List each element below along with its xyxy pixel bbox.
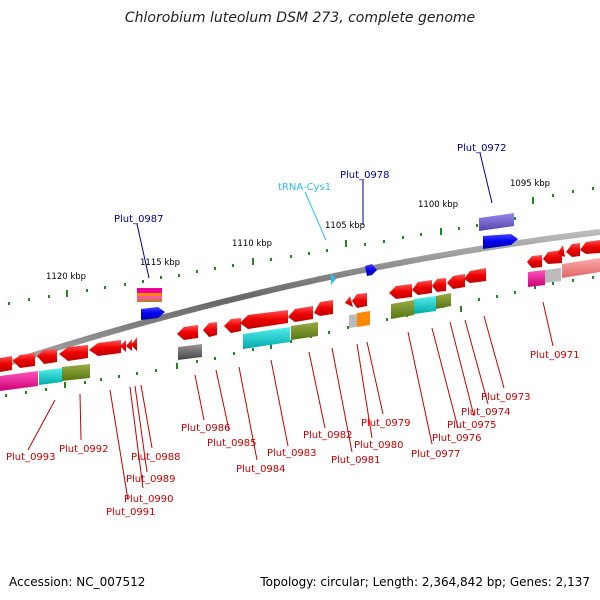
gene-plut-0978 bbox=[365, 264, 377, 276]
gene-label-plut-0984[interactable]: Plut_0984 bbox=[236, 464, 286, 475]
scale-ticks bbox=[8, 187, 594, 305]
kbp-label: 1110 kbp bbox=[232, 239, 272, 249]
genome-backbone bbox=[0, 229, 600, 369]
domain-track bbox=[0, 258, 600, 391]
gene-plut-0987 bbox=[141, 307, 165, 320]
gene-plut-0987-domain bbox=[137, 288, 162, 293]
gene-label-plut-0987[interactable]: Plut_0987 bbox=[114, 214, 164, 225]
kbp-label: 1115 kbp bbox=[140, 258, 180, 268]
gene-label-plut-0972[interactable]: Plut_0972 bbox=[457, 143, 507, 154]
gene-label-plut-0991[interactable]: Plut_0991 bbox=[106, 507, 156, 518]
gene-plut-0972 bbox=[483, 234, 518, 249]
gene-label-plut-0993[interactable]: Plut_0993 bbox=[6, 452, 56, 463]
kbp-label: 1095 kbp bbox=[510, 179, 550, 189]
gene-label-plut-0980[interactable]: Plut_0980 bbox=[354, 440, 404, 451]
gene-label-trna-cys1[interactable]: tRNA-Cys1 bbox=[278, 182, 331, 193]
gene-label-plut-0976[interactable]: Plut_0976 bbox=[432, 433, 482, 444]
gene-label-plut-0977[interactable]: Plut_0977 bbox=[411, 449, 461, 460]
gene-label-plut-0974[interactable]: Plut_0974 bbox=[461, 407, 511, 418]
gene-label-plut-0981[interactable]: Plut_0981 bbox=[331, 455, 381, 466]
gene-label-plut-0982[interactable]: Plut_0982 bbox=[303, 430, 353, 441]
gene-label-plut-0989[interactable]: Plut_0989 bbox=[126, 474, 176, 485]
gene-label-plut-0990[interactable]: Plut_0990 bbox=[124, 494, 174, 505]
gene-label-plut-0986[interactable]: Plut_0986 bbox=[181, 423, 231, 434]
kbp-label: 1100 kbp bbox=[418, 200, 458, 210]
topology-label: Topology: circular; Length: 2,364,842 bp… bbox=[260, 575, 590, 589]
gene-label-plut-0983[interactable]: Plut_0983 bbox=[267, 448, 317, 459]
gene-plut-0972-domain bbox=[479, 213, 514, 231]
gene-label-plut-0979[interactable]: Plut_0979 bbox=[361, 418, 411, 429]
kbp-label: 1120 kbp bbox=[46, 272, 86, 282]
gene-trna-cys1 bbox=[331, 273, 336, 285]
forward-genes bbox=[137, 213, 518, 320]
accession-label: Accession: NC_007512 bbox=[9, 575, 146, 589]
gene-label-plut-0975[interactable]: Plut_0975 bbox=[447, 420, 497, 431]
gene-label-plut-0971[interactable]: Plut_0971 bbox=[530, 350, 580, 361]
gene-label-plut-0985[interactable]: Plut_0985 bbox=[207, 438, 257, 449]
kbp-label: 1105 kbp bbox=[325, 221, 365, 231]
top-leaders bbox=[136, 152, 493, 279]
genome-title: Chlorobium luteolum DSM 273, complete ge… bbox=[124, 10, 476, 26]
gene-label-plut-0978[interactable]: Plut_0978 bbox=[340, 170, 390, 181]
gene-label-plut-0988[interactable]: Plut_0988 bbox=[131, 452, 181, 463]
gene-label-plut-0992[interactable]: Plut_0992 bbox=[59, 444, 109, 455]
bottom-leaders bbox=[27, 301, 554, 501]
reverse-genes bbox=[0, 240, 600, 372]
gene-label-plut-0973[interactable]: Plut_0973 bbox=[481, 392, 531, 403]
lower-ticks bbox=[5, 276, 594, 397]
